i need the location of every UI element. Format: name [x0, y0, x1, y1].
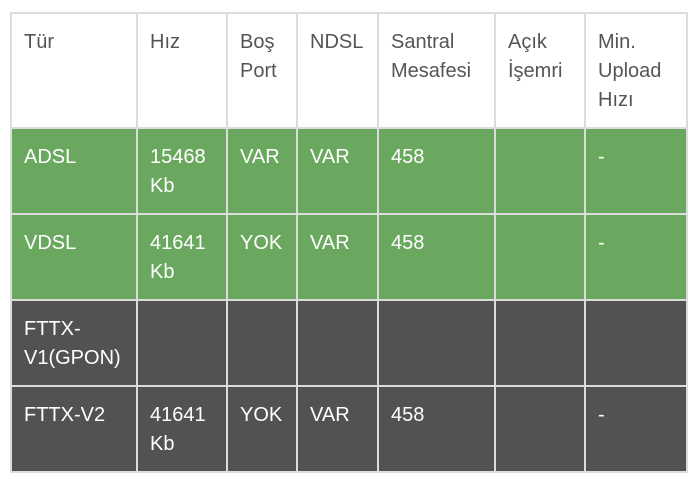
- table-cell: 41641 Kb: [136, 385, 228, 473]
- table-cell: [226, 299, 298, 387]
- table-cell: VAR: [296, 127, 379, 215]
- table-row: VDSL 41641 Kb YOK VAR 458-: [10, 213, 688, 301]
- table-cell: [584, 299, 688, 387]
- table-cell: 458: [377, 127, 496, 215]
- header-cell: Min. Upload Hızı: [584, 12, 688, 129]
- table-cell: 41641 Kb: [136, 213, 228, 301]
- table-cell: 458: [377, 213, 496, 301]
- table-cell: [296, 299, 379, 387]
- table-row: FTTX-V1(GPON): [10, 299, 688, 387]
- header-cell: Tür: [10, 12, 138, 129]
- table-row: FTTX-V2 41641 Kb YOK VAR 458-: [10, 385, 688, 473]
- table-cell: FTTX-V1(GPON): [10, 299, 138, 387]
- header-row: Tür Hız Boş Port NDSL Santral Mesafesi Açık İ…: [10, 12, 688, 129]
- header-cell: Hız: [136, 12, 228, 129]
- header-cell: Santral Mesafesi: [377, 12, 496, 129]
- table-cell: -: [584, 213, 688, 301]
- table-cell: VAR: [226, 127, 298, 215]
- header-cell: Açık İşemri: [494, 12, 586, 129]
- table-header: Tür Hız Boş Port NDSL Santral Mesafesi Açık İ…: [10, 12, 688, 129]
- table-cell: FTTX-V2: [10, 385, 138, 473]
- table-cell: 458: [377, 385, 496, 473]
- table-cell: [494, 127, 586, 215]
- table-cell: 15468 Kb: [136, 127, 228, 215]
- table-cell: YOK: [226, 385, 298, 473]
- table-row: ADSL 15468 Kb VAR VAR 458-: [10, 127, 688, 215]
- table-cell: -: [584, 127, 688, 215]
- header-cell: Boş Port: [226, 12, 298, 129]
- table-cell: [136, 299, 228, 387]
- comparison-table: Tür Hız Boş Port NDSL Santral Mesafesi Açık İ…: [10, 12, 688, 473]
- table-cell: VDSL: [10, 213, 138, 301]
- table-cell: -: [584, 385, 688, 473]
- table-body: ADSL 15468 Kb VAR VAR 458- VDSL 41641 Kb YOK VAR…: [10, 127, 688, 473]
- table-cell: [377, 299, 496, 387]
- table-cell: VAR: [296, 385, 379, 473]
- table-cell: [494, 299, 586, 387]
- table-cell: VAR: [296, 213, 379, 301]
- table-cell: YOK: [226, 213, 298, 301]
- table-cell: [494, 213, 586, 301]
- table-cell: ADSL: [10, 127, 138, 215]
- header-cell: NDSL: [296, 12, 379, 129]
- table-cell: [494, 385, 586, 473]
